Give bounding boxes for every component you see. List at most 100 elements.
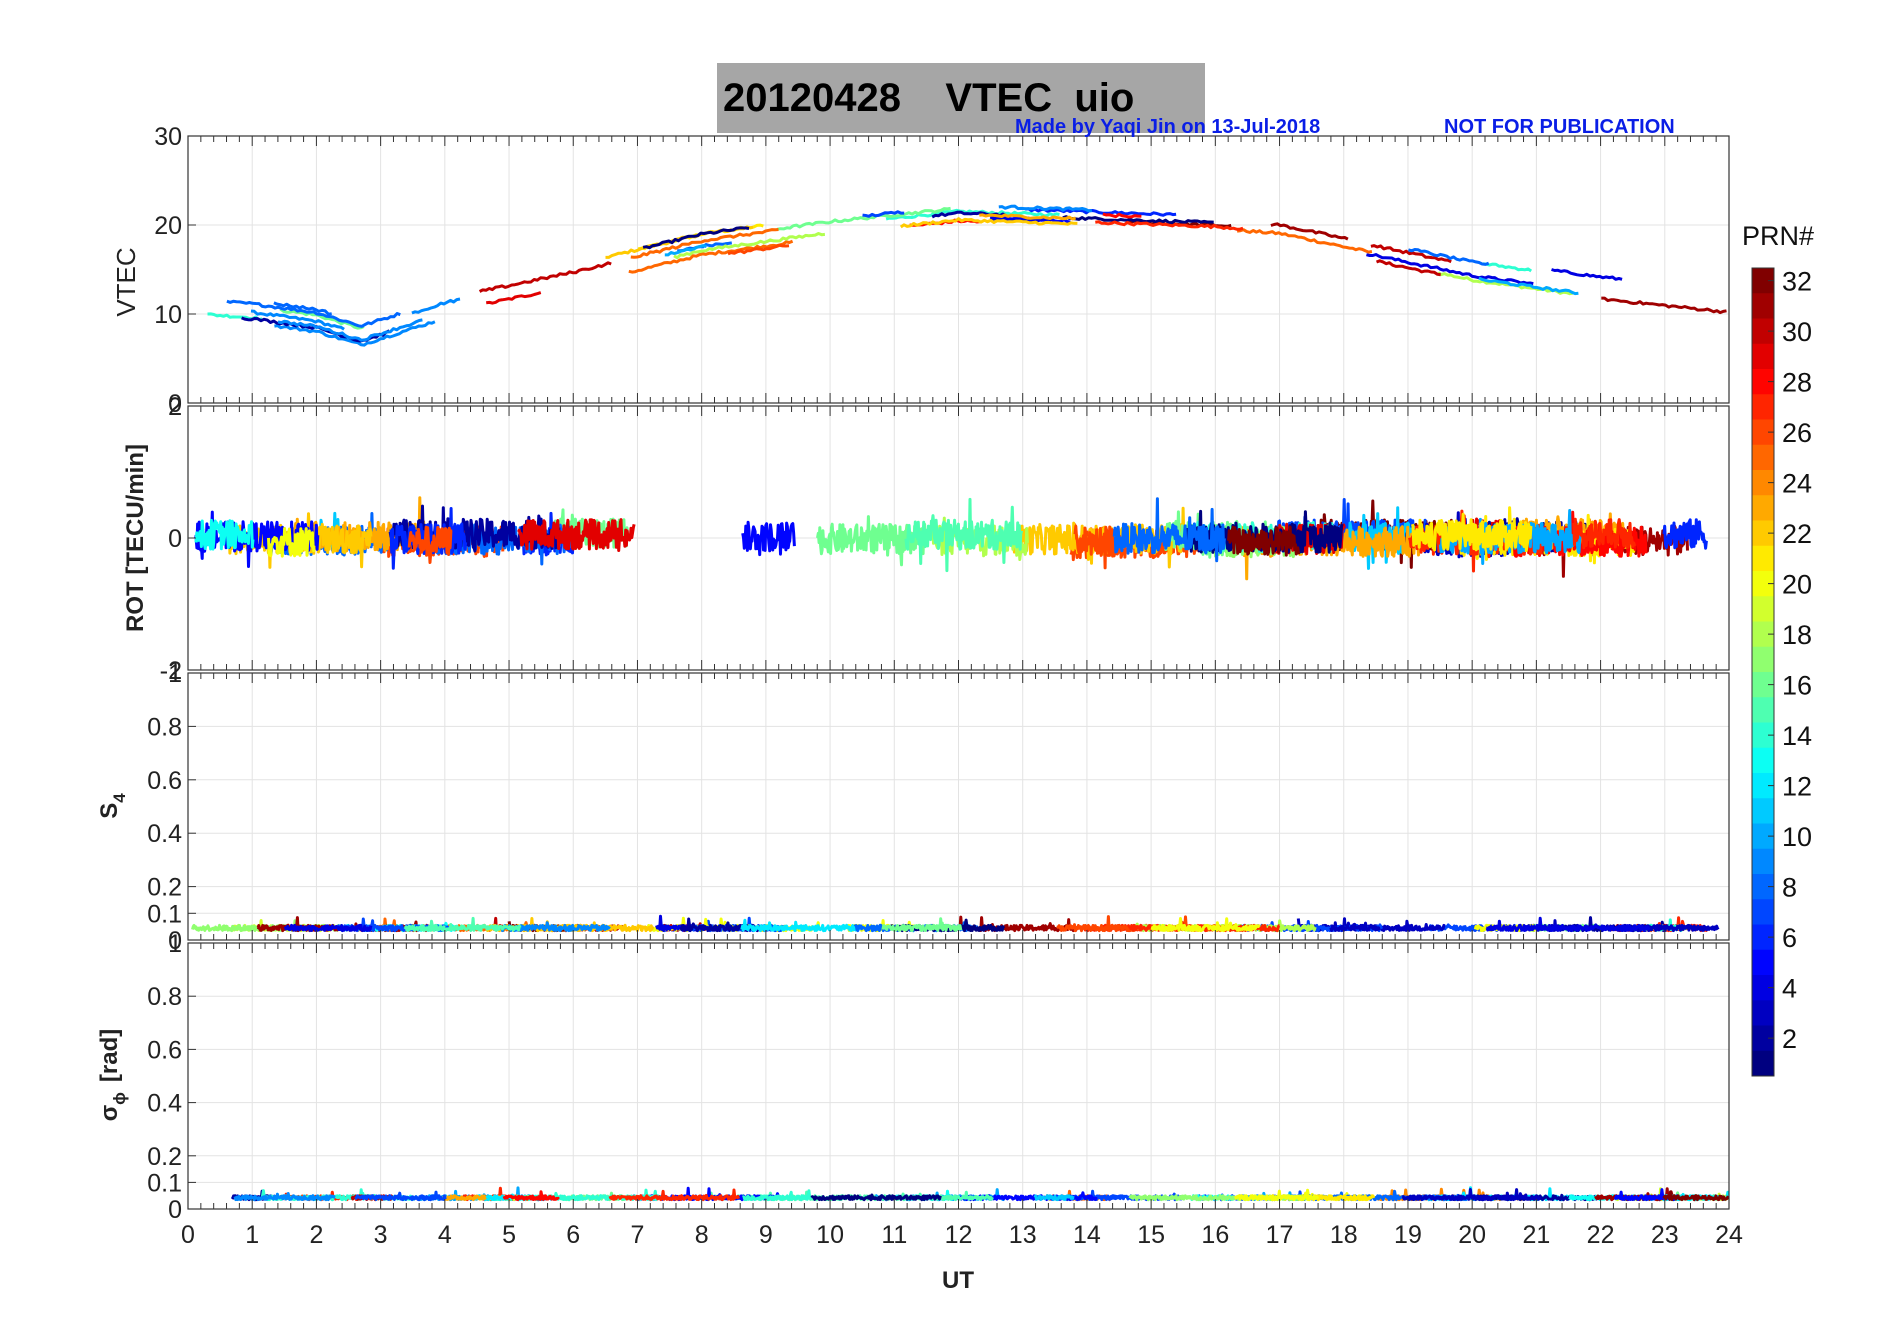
prn-pass-line bbox=[1478, 276, 1579, 296]
colorbar-segment bbox=[1752, 773, 1774, 799]
prn-pass-line bbox=[274, 320, 436, 347]
prn-pass-line bbox=[1370, 244, 1452, 264]
y-tick-label: 0.2 bbox=[147, 1143, 182, 1171]
prn-pass-line bbox=[1410, 512, 1533, 553]
y-tick-label-overlap: 2 bbox=[168, 393, 182, 421]
sigma-series bbox=[230, 1186, 1729, 1202]
y-tick-label: 0.1 bbox=[147, 900, 182, 928]
prn-pass-line bbox=[279, 307, 365, 330]
colorbar-segment bbox=[1752, 646, 1774, 673]
prn-pass-line bbox=[441, 1194, 487, 1202]
prn-pass-line bbox=[998, 204, 1093, 213]
y-tick-label: 0.8 bbox=[147, 713, 182, 741]
y-tick-label: 0.4 bbox=[147, 820, 182, 848]
prn-pass-line bbox=[1062, 215, 1214, 225]
sigma-ylabel-unit: [rad] bbox=[96, 1029, 123, 1082]
x-tick-label: 9 bbox=[759, 1221, 773, 1249]
colorbar-segment bbox=[1752, 697, 1774, 723]
prn-pass-line bbox=[899, 217, 1078, 229]
colorbar-segment bbox=[1752, 899, 1774, 925]
colorbar-label: PRN# bbox=[1742, 221, 1814, 251]
s4-axes bbox=[187, 672, 1730, 941]
s4-panel: 00.10.2 0.4 0.6 0.8 1 S4 bbox=[96, 660, 1730, 955]
prn-pass-line bbox=[1233, 1189, 1320, 1202]
x-tick-label: 10 bbox=[816, 1221, 844, 1249]
prn-pass-line bbox=[233, 1192, 336, 1202]
s4-ylabel-main: S bbox=[96, 803, 123, 819]
colorbar-segment bbox=[1752, 1050, 1774, 1077]
colorbar-segment bbox=[1752, 343, 1774, 370]
y-tick-label: 30 bbox=[154, 123, 182, 151]
x-tick-label: 5 bbox=[502, 1221, 516, 1249]
prn-pass-line bbox=[881, 917, 963, 933]
x-tick-label: 15 bbox=[1137, 1221, 1165, 1249]
colorbar-tick-label: 20 bbox=[1782, 570, 1812, 600]
colorbar-segment bbox=[1752, 394, 1774, 420]
prn-pass-line bbox=[478, 261, 612, 293]
x-tick-label: 14 bbox=[1073, 1221, 1101, 1249]
x-tick-label: 24 bbox=[1715, 1221, 1743, 1249]
colorbar-segment bbox=[1752, 747, 1774, 774]
prn-pass-line bbox=[1485, 916, 1651, 932]
colorbar-segment bbox=[1752, 874, 1774, 900]
prn-pass-line bbox=[267, 527, 316, 558]
colorbar-segment bbox=[1752, 722, 1774, 749]
x-tick-label: 11 bbox=[881, 1221, 907, 1249]
prn-pass-line bbox=[502, 1190, 560, 1202]
vtec-grid bbox=[188, 136, 1729, 403]
colorbar-segment bbox=[1752, 444, 1774, 471]
credit-text: Made by Yaqi Jin on 13-Jul-2018 bbox=[1015, 116, 1321, 138]
colorbar-tick-label: 16 bbox=[1782, 671, 1812, 701]
x-tick-label: 23 bbox=[1651, 1221, 1679, 1249]
x-tick-label: 7 bbox=[631, 1221, 645, 1249]
sigma-ylabel-sub: ϕ bbox=[110, 1092, 129, 1105]
figure-title: 20120428 VTEC uio bbox=[723, 76, 1135, 120]
prn-pass-line bbox=[628, 239, 794, 274]
prn-pass-line bbox=[608, 1188, 741, 1202]
prn-pass-line bbox=[673, 232, 826, 260]
prn-pass-line bbox=[630, 228, 779, 259]
x-tick-label: 1 bbox=[245, 1221, 259, 1249]
prn-pass-line bbox=[1375, 259, 1441, 277]
prn-pass-line bbox=[904, 497, 1024, 573]
prn-pass-line bbox=[277, 318, 423, 342]
prn-pass-line bbox=[642, 226, 750, 250]
prn-pass-line bbox=[1662, 518, 1708, 550]
s4-y-ticks: 00.10.2 0.4 0.6 0.8 1 bbox=[147, 660, 182, 955]
x-tick-label: 2 bbox=[309, 1221, 323, 1249]
colorbar-tick-label: 18 bbox=[1782, 620, 1812, 650]
prn-pass-line bbox=[1407, 248, 1490, 266]
s4-ylabel-sub: 4 bbox=[110, 793, 129, 803]
colorbar-segment bbox=[1752, 419, 1774, 446]
sigma-grid bbox=[188, 943, 1729, 1209]
sigma-ylabel-main: σ bbox=[96, 1105, 123, 1121]
prn-pass-line bbox=[777, 206, 951, 231]
y-tick-label: 0 bbox=[168, 1196, 182, 1224]
colorbar-segment bbox=[1752, 672, 1774, 698]
colorbar-tick-label: 28 bbox=[1782, 368, 1812, 398]
prn-pass-line bbox=[283, 923, 373, 933]
colorbar-tick-label: 22 bbox=[1782, 519, 1812, 549]
prn-pass-line bbox=[1551, 268, 1623, 281]
sigma-ylabel: σϕ [rad] bbox=[96, 1029, 129, 1122]
y-tick-label: 1 bbox=[168, 660, 182, 688]
colorbar-segment bbox=[1752, 975, 1774, 1001]
rot-ylabel: ROT [TECU/min] bbox=[122, 444, 149, 632]
prn-pass-line bbox=[1601, 296, 1727, 315]
x-tick-label: 19 bbox=[1394, 1221, 1422, 1249]
y-tick-label: 0.6 bbox=[147, 767, 182, 795]
colorbar-segment bbox=[1752, 293, 1774, 319]
prn-pass-line bbox=[727, 243, 790, 256]
y-tick-label: 0.8 bbox=[147, 983, 182, 1011]
y-tick-label: 0.1 bbox=[147, 1169, 182, 1197]
colorbar-segment bbox=[1752, 318, 1774, 345]
prn-pass-line bbox=[1227, 525, 1301, 557]
prn-pass-line bbox=[1662, 1190, 1729, 1202]
prn-pass-line bbox=[741, 1189, 812, 1202]
x-tick-labels: 0 1 2 3 4 5 6 7 8 9 10 11 12 13 14 15 16 17 18 19 20 21 22 23 24 bbox=[181, 1221, 1743, 1249]
colorbar-segment bbox=[1752, 848, 1774, 875]
s4-ylabel: S4 bbox=[96, 793, 129, 819]
prn-pass-line bbox=[1401, 1188, 1542, 1202]
colorbar-segment bbox=[1752, 798, 1774, 824]
